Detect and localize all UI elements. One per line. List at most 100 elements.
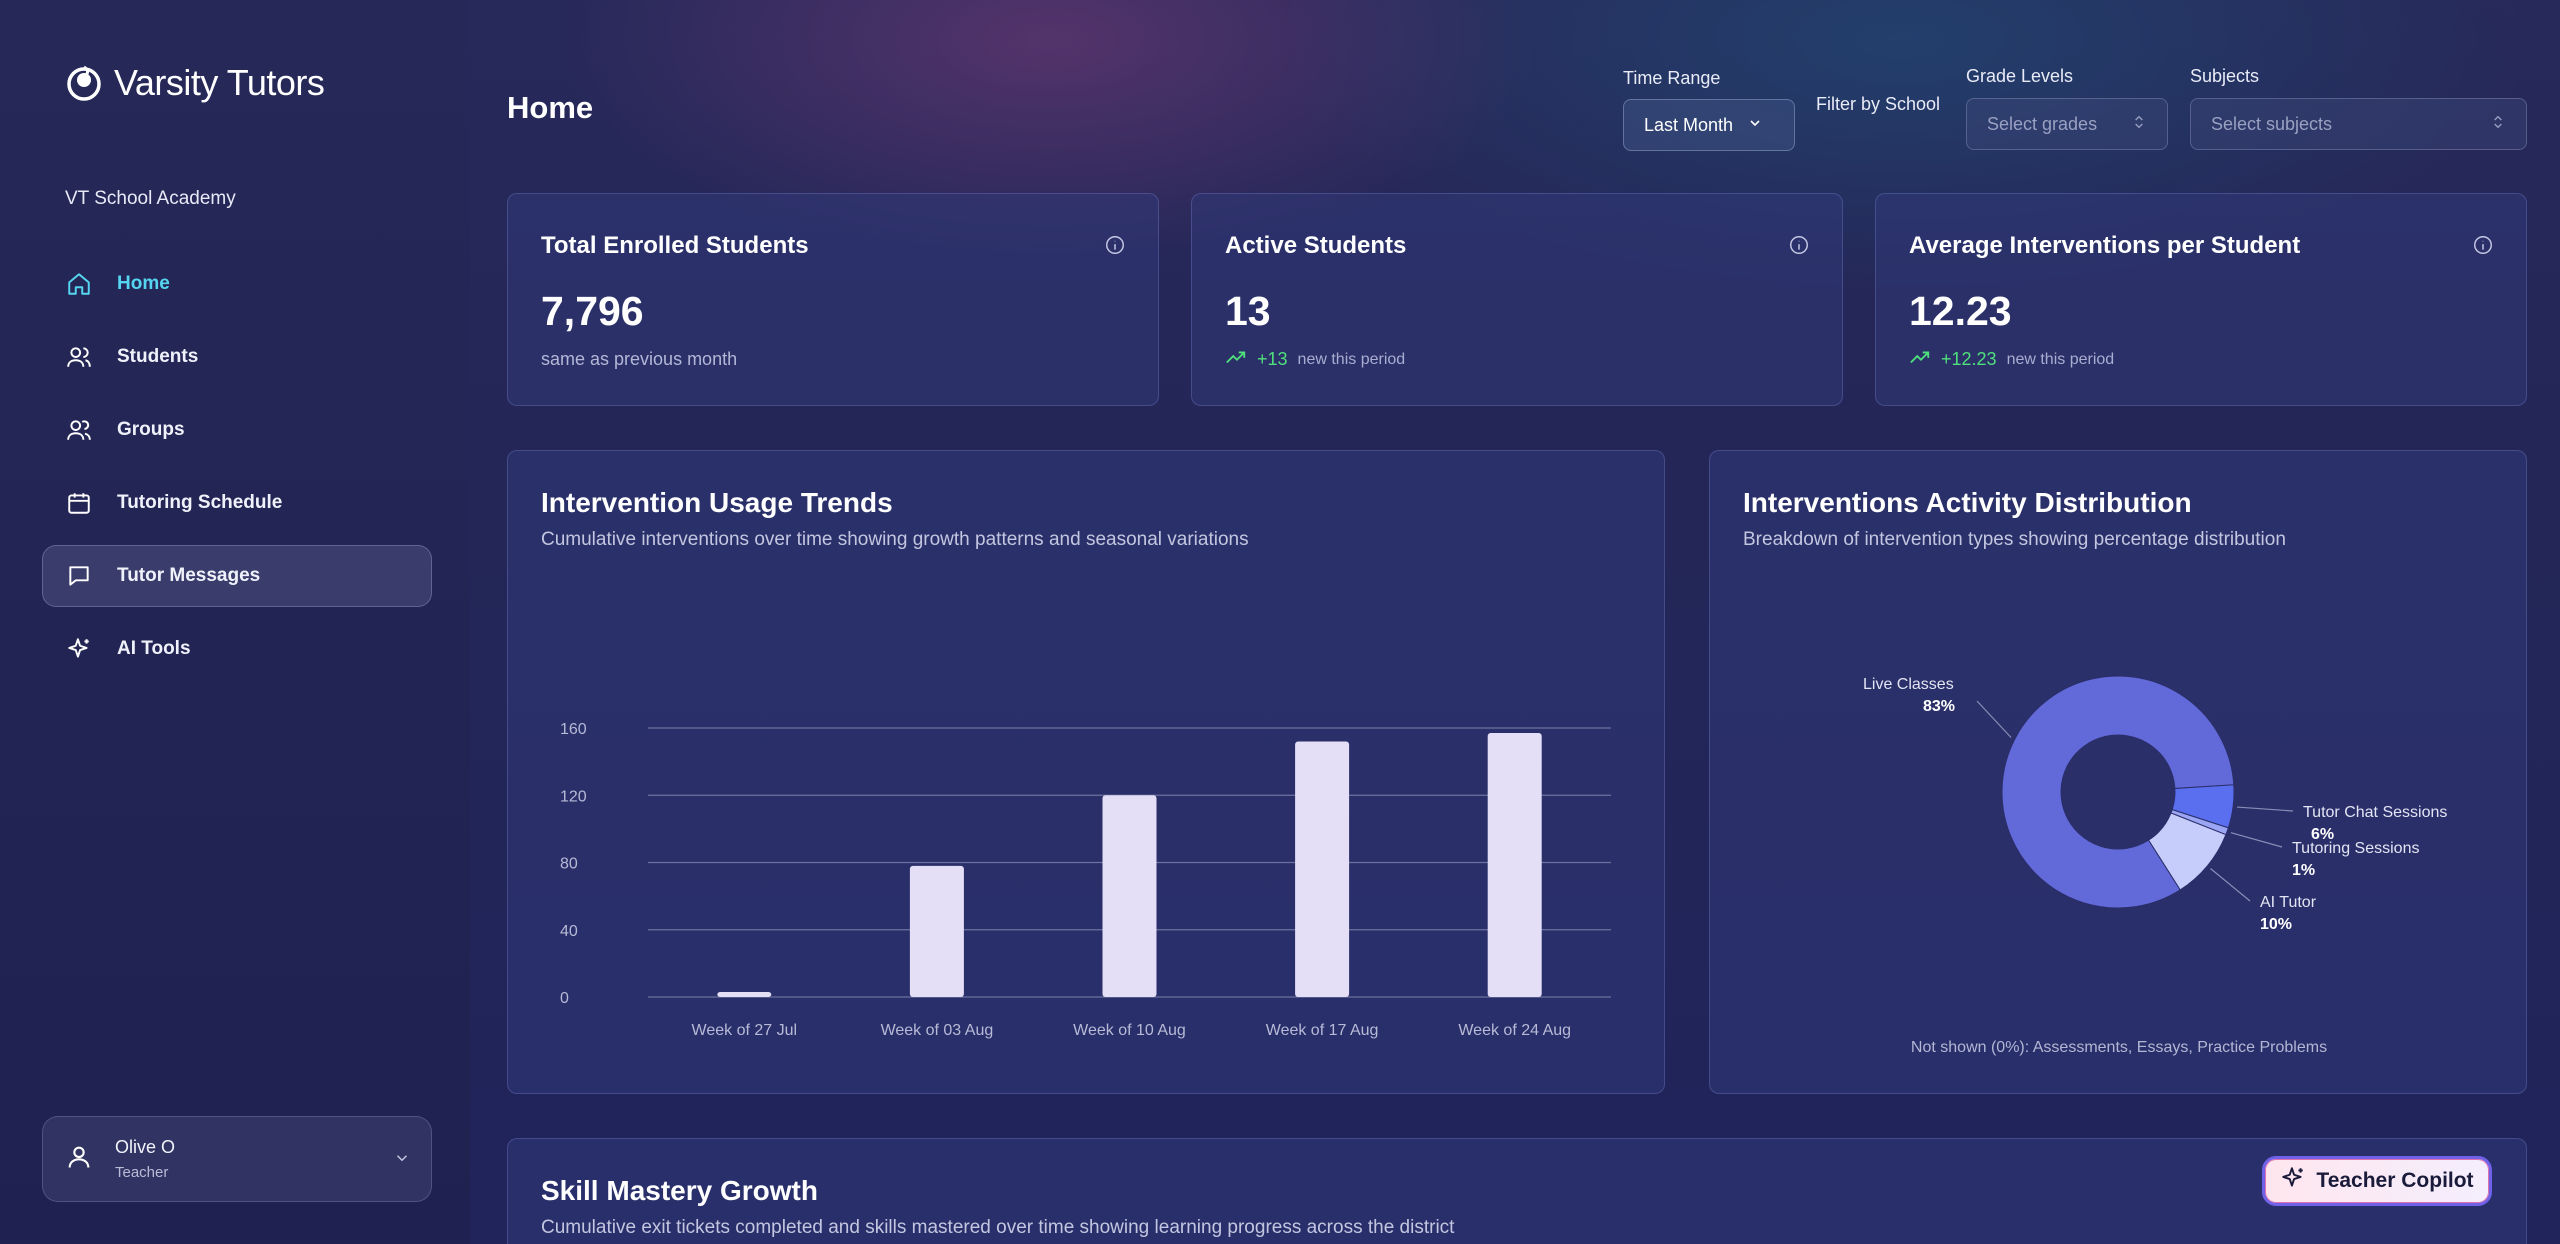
grade-levels-placeholder: Select grades [1987, 113, 2098, 134]
sidebar-item-home[interactable]: Home [42, 253, 432, 315]
subjects-label: Subjects [2190, 66, 2260, 86]
stat-value: 7,796 [541, 288, 644, 334]
y-tick-label: 40 [560, 923, 578, 940]
chevron-updown-icon [2131, 113, 2147, 136]
teacher-copilot-label: Teacher Copilot [2316, 1169, 2474, 1192]
subjects-placeholder: Select subjects [2211, 113, 2333, 134]
info-icon[interactable] [2472, 234, 2494, 261]
sidebar-item-tutor-messages[interactable]: Tutor Messages [42, 545, 432, 607]
page-title: Home [507, 90, 594, 125]
time-range-label: Time Range [1623, 68, 1721, 88]
x-tick-label: Week of 03 Aug [881, 1022, 994, 1039]
skill-subtitle: Cumulative exit tickets completed and sk… [541, 1217, 1455, 1238]
stat-title: Average Interventions per Student [1909, 232, 2301, 259]
y-tick-label: 160 [560, 721, 587, 738]
pie-percent-label: 6% [2311, 826, 2334, 843]
x-tick-label: Week of 27 Jul [692, 1022, 798, 1039]
trending-up-icon [1909, 349, 1931, 370]
stat-title: Total Enrolled Students [541, 232, 809, 259]
x-tick-label: Week of 24 Aug [1458, 1022, 1571, 1039]
sidebar-item-groups[interactable]: Groups [42, 399, 432, 461]
time-range-select[interactable]: Last Month [1623, 99, 1795, 151]
user-name: Olive O [115, 1137, 176, 1157]
stat-card-average-interventions: Average Interventions per Student 12.23 … [1875, 193, 2527, 406]
distribution-panel: Interventions Activity Distribution Brea… [1709, 450, 2527, 1094]
brand[interactable]: Varsity Tutors [64, 62, 325, 104]
filter-by-school-label: Filter by School [1816, 94, 1941, 114]
sidebar-item-label: AI Tools [117, 638, 191, 659]
sparkle-icon [65, 635, 93, 663]
usage-subtitle: Cumulative interventions over time showi… [541, 529, 1249, 550]
usage-title: Intervention Usage Trends [541, 487, 893, 518]
pie-label: Live Classes [1863, 676, 1954, 693]
school-name: VT School Academy [65, 188, 236, 209]
distribution-title: Interventions Activity Distribution [1743, 487, 2192, 518]
sidebar-nav: Home Students Groups Tutoring Schedule T… [42, 253, 432, 691]
sidebar-item-label: Home [117, 273, 170, 294]
info-icon[interactable] [1104, 234, 1126, 261]
home-icon [65, 270, 93, 298]
message-icon [65, 562, 93, 590]
pie-leader-line [2237, 806, 2294, 812]
sidebar-item-label: Students [117, 346, 199, 367]
users-icon [65, 343, 93, 371]
stat-delta-note: new this period [1297, 350, 1406, 368]
pie-percent-label: 10% [2260, 916, 2292, 933]
stat-delta: +12.23 [1941, 349, 1997, 369]
stat-trend: +13 new this period [1225, 349, 1405, 370]
stat-trend: +12.23 new this period [1909, 349, 2114, 370]
sidebar-item-students[interactable]: Students [42, 326, 432, 388]
chevron-updown-icon [2490, 113, 2506, 136]
sparkle-icon [2280, 1165, 2306, 1197]
stat-delta: +13 [1257, 349, 1288, 369]
bar[interactable] [1487, 733, 1542, 997]
sidebar-item-label: Tutor Messages [117, 565, 261, 586]
group-icon [65, 416, 93, 444]
skill-title: Skill Mastery Growth [541, 1175, 818, 1206]
stat-delta-note: new this period [2006, 350, 2115, 368]
subjects-select[interactable]: Select subjects [2190, 98, 2527, 150]
grade-levels-select[interactable]: Select grades [1966, 98, 2168, 150]
user-role: Teacher [115, 1164, 169, 1181]
time-range-value: Last Month [1644, 114, 1734, 135]
stat-title: Active Students [1225, 232, 1407, 259]
stat-value: 13 [1225, 288, 1271, 334]
pie-percent-label: 1% [2292, 862, 2315, 879]
stat-card-total-enrolled: Total Enrolled Students 7,796 same as pr… [507, 193, 1159, 406]
distribution-subtitle: Breakdown of intervention types showing … [1743, 529, 2286, 550]
pie-leader-line [2230, 832, 2283, 848]
distribution-donut-chart: Live Classes 83% Tutor Chat Sessions 6%Tuto… [1863, 675, 2447, 933]
stat-card-active-students: Active Students 13 +13 new this period [1191, 193, 1843, 406]
info-icon[interactable] [1788, 234, 1810, 261]
user-menu[interactable]: Olive O Teacher [42, 1116, 432, 1202]
y-tick-label: 120 [560, 788, 587, 805]
teacher-copilot-button[interactable]: Teacher Copilot [2262, 1156, 2492, 1206]
usage-bar-chart: 0 40 80 120 160 Week of 27 Jul Week of 03 Aug W… [560, 721, 1611, 1039]
grade-levels-label: Grade Levels [1966, 66, 2074, 86]
pie-label: Tutoring Sessions [2292, 840, 2419, 857]
calendar-icon [65, 489, 93, 517]
bar[interactable] [1295, 741, 1350, 997]
x-tick-label: Week of 10 Aug [1073, 1022, 1186, 1039]
brand-name: Varsity Tutors [114, 62, 325, 103]
pie-percent-label: 83% [1923, 698, 1955, 715]
bar[interactable] [909, 865, 964, 997]
stat-note: same as previous month [541, 349, 738, 369]
chevron-down-icon[interactable] [393, 1149, 411, 1172]
brand-logo-icon [67, 65, 101, 101]
y-tick-label: 0 [560, 990, 569, 1007]
user-icon [65, 1143, 93, 1176]
pie-slice[interactable] [2001, 675, 2235, 909]
bar[interactable] [717, 991, 772, 997]
sidebar-item-label: Tutoring Schedule [117, 492, 283, 513]
pie-label: AI Tutor [2260, 894, 2317, 911]
sidebar-item-ai-tools[interactable]: AI Tools [42, 618, 432, 680]
sidebar-item-tutoring-schedule[interactable]: Tutoring Schedule [42, 472, 432, 534]
bar[interactable] [1102, 795, 1157, 997]
user-info: Olive O Teacher [115, 1137, 175, 1181]
pie-label: Tutor Chat Sessions [2303, 804, 2447, 821]
sidebar: Varsity Tutors VT School Academy Home St… [0, 0, 470, 1244]
skill-mastery-panel: Skill Mastery Growth Cumulative exit tic… [507, 1138, 2527, 1244]
x-tick-label: Week of 17 Aug [1266, 1022, 1379, 1039]
